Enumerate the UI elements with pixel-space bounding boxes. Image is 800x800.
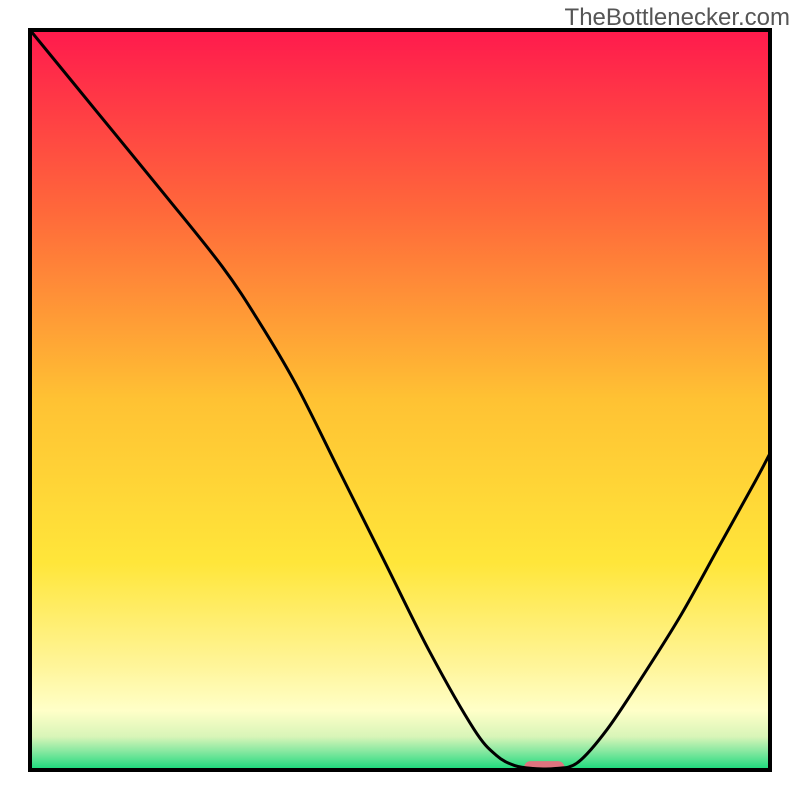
chart-container: TheBottlenecker.com bbox=[0, 0, 800, 800]
watermark-text: TheBottlenecker.com bbox=[565, 4, 790, 32]
chart-svg bbox=[0, 0, 800, 800]
gradient-background bbox=[30, 30, 770, 770]
